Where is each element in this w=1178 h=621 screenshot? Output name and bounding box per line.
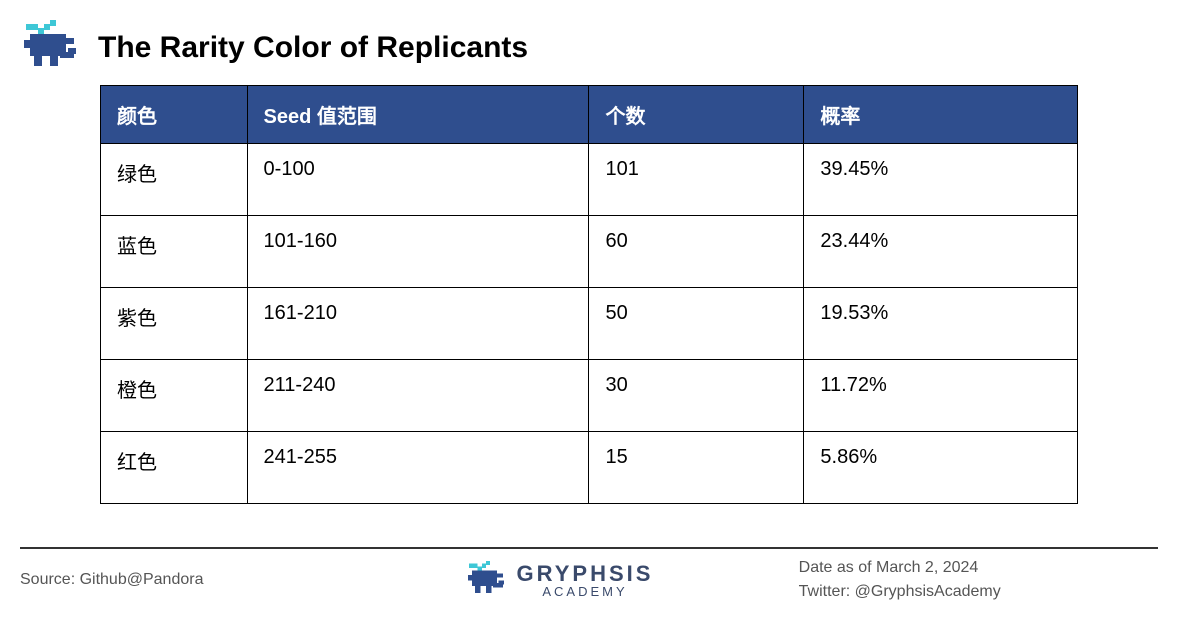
- cell-count: 15: [589, 432, 804, 504]
- rarity-table-container: 颜色 Seed 值范围 个数 概率 绿色 0-100 101 39.45% 蓝色…: [0, 85, 1178, 504]
- table-header-row: 颜色 Seed 值范围 个数 概率: [101, 86, 1078, 144]
- gryphsis-logo-icon: [20, 20, 80, 75]
- table-row: 红色 241-255 15 5.86%: [101, 432, 1078, 504]
- table-row: 橙色 211-240 30 11.72%: [101, 360, 1078, 432]
- cell-color: 紫色: [101, 288, 248, 360]
- cell-count: 101: [589, 144, 804, 216]
- cell-prob: 23.44%: [804, 216, 1078, 288]
- col-header-seed: Seed 值范围: [247, 86, 589, 144]
- footer-brand: GRYPHSIS ACADEMY: [379, 560, 738, 600]
- footer-row: Source: Github@Pandora: [20, 559, 1158, 601]
- cell-seed: 211-240: [247, 360, 589, 432]
- footer: Source: Github@Pandora: [20, 547, 1158, 601]
- table-row: 蓝色 101-160 60 23.44%: [101, 216, 1078, 288]
- col-header-count: 个数: [589, 86, 804, 144]
- footer-divider: [20, 547, 1158, 549]
- footer-source: Source: Github@Pandora: [20, 571, 379, 589]
- cell-count: 60: [589, 216, 804, 288]
- col-header-color: 颜色: [101, 86, 248, 144]
- cell-color: 红色: [101, 432, 248, 504]
- brand-main: GRYPHSIS: [517, 562, 654, 585]
- gryphsis-logo-icon: [465, 560, 507, 600]
- table-row: 绿色 0-100 101 39.45%: [101, 144, 1078, 216]
- table-row: 紫色 161-210 50 19.53%: [101, 288, 1078, 360]
- rarity-table: 颜色 Seed 值范围 个数 概率 绿色 0-100 101 39.45% 蓝色…: [100, 85, 1078, 504]
- cell-seed: 0-100: [247, 144, 589, 216]
- cell-color: 蓝色: [101, 216, 248, 288]
- cell-prob: 11.72%: [804, 360, 1078, 432]
- cell-prob: 39.45%: [804, 144, 1078, 216]
- brand-sub: ACADEMY: [517, 585, 654, 599]
- header: The Rarity Color of Replicants: [0, 0, 1178, 85]
- page-title: The Rarity Color of Replicants: [98, 31, 528, 65]
- cell-prob: 19.53%: [804, 288, 1078, 360]
- col-header-prob: 概率: [804, 86, 1078, 144]
- cell-color: 绿色: [101, 144, 248, 216]
- brand-text: GRYPHSIS ACADEMY: [517, 562, 654, 599]
- footer-date: Date as of March 2, 2024: [799, 559, 979, 577]
- cell-seed: 161-210: [247, 288, 589, 360]
- cell-seed: 101-160: [247, 216, 589, 288]
- cell-prob: 5.86%: [804, 432, 1078, 504]
- cell-color: 橙色: [101, 360, 248, 432]
- cell-count: 30: [589, 360, 804, 432]
- footer-meta: Date as of March 2, 2024 Twitter: @Gryph…: [739, 559, 1158, 601]
- cell-count: 50: [589, 288, 804, 360]
- cell-seed: 241-255: [247, 432, 589, 504]
- footer-twitter: Twitter: @GryphsisAcademy: [799, 583, 1001, 601]
